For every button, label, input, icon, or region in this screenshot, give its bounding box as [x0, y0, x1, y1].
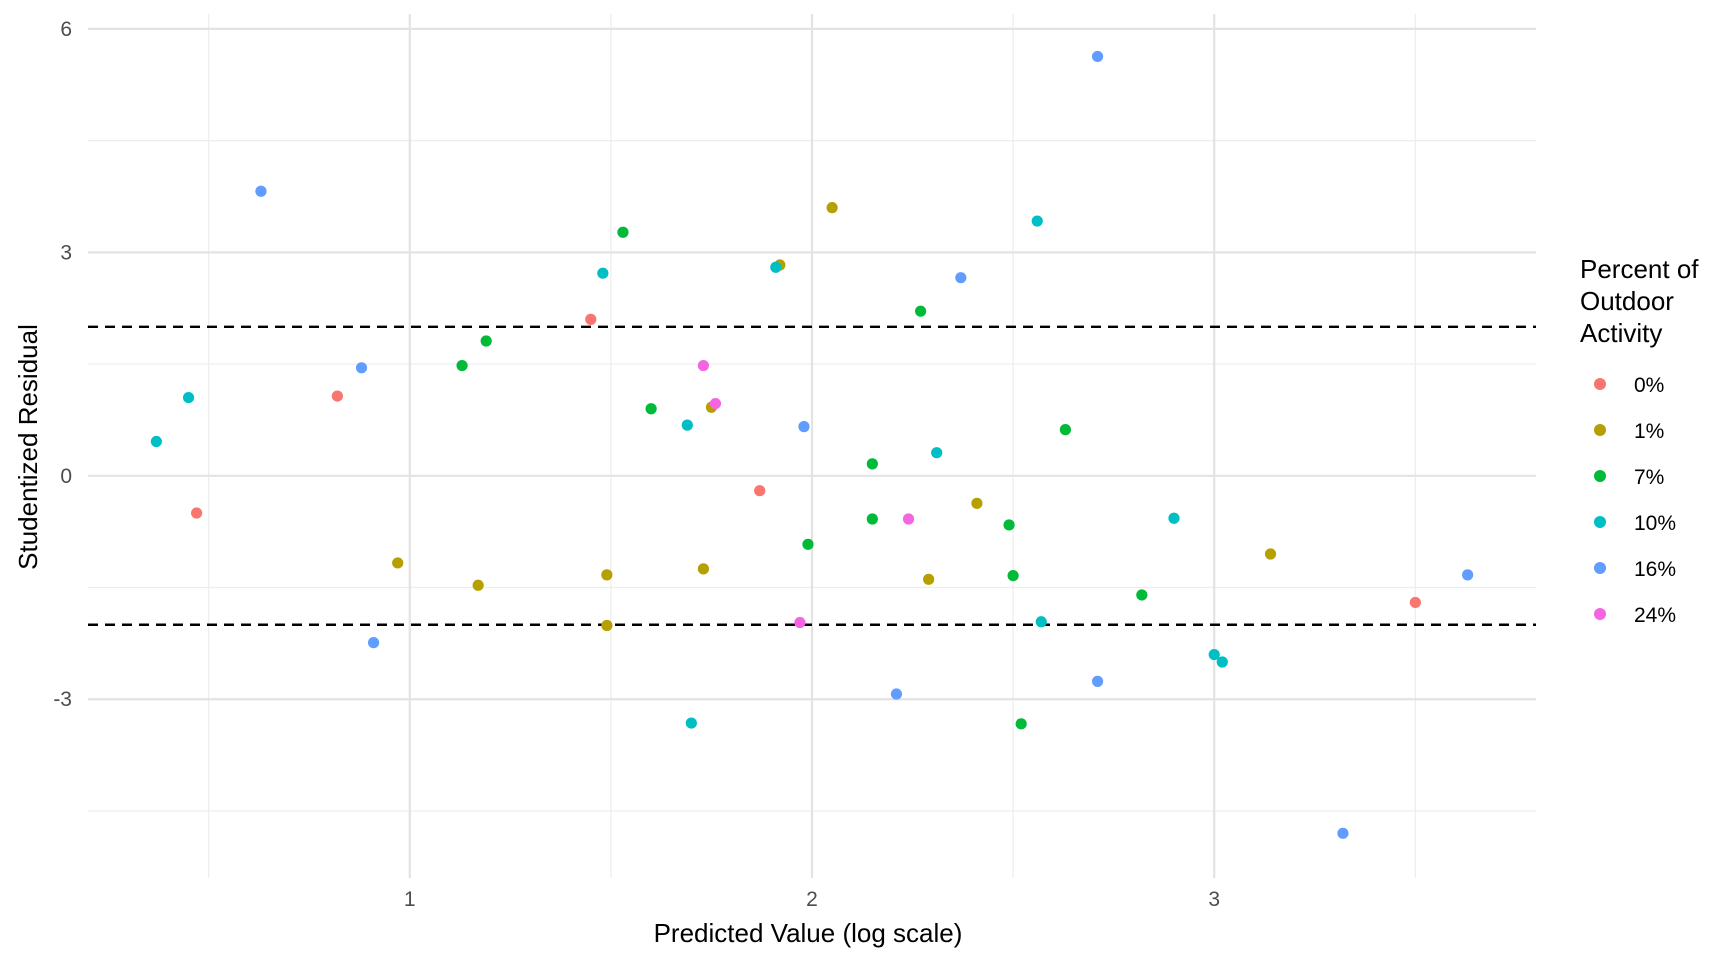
data-point	[681, 419, 693, 431]
data-point	[1091, 675, 1104, 687]
data-point	[472, 579, 484, 591]
legend-key	[1594, 608, 1606, 620]
legend-items: 0% 1% 7% 10% 16% 24%	[1594, 374, 1676, 627]
data-point	[585, 313, 597, 325]
data-point	[1264, 548, 1277, 560]
data-point	[601, 619, 613, 632]
legend-label: 24%	[1634, 604, 1676, 627]
x-tick-label: 1	[404, 888, 416, 911]
reference-lines	[88, 325, 1536, 626]
legend-label: 0%	[1634, 374, 1664, 397]
data-point	[798, 421, 810, 433]
y-axis-title: Studentized Residual	[13, 324, 43, 570]
grid-layer	[88, 14, 1536, 878]
data-point	[1035, 616, 1047, 628]
data-point	[1409, 596, 1421, 609]
data-point	[1216, 656, 1228, 668]
x-tick-label: 3	[1208, 888, 1220, 911]
data-point	[866, 513, 878, 525]
data-point	[367, 637, 380, 649]
tick-labels: 1 2 3 6 3 0 -3	[53, 18, 1220, 911]
data-point	[255, 185, 267, 197]
data-point	[971, 497, 983, 509]
data-point	[1337, 827, 1349, 839]
legend-key	[1594, 424, 1606, 436]
data-point	[709, 397, 722, 410]
y-tick-label: 3	[60, 241, 72, 264]
x-axis-title: Predicted Value (log scale)	[654, 918, 963, 948]
data-point	[392, 557, 404, 569]
legend-title-line: Percent of	[1580, 254, 1699, 284]
data-point	[1015, 718, 1027, 730]
data-point	[685, 717, 697, 729]
data-point	[480, 335, 492, 347]
data-point	[191, 507, 203, 519]
data-point	[182, 391, 195, 404]
data-point	[931, 447, 943, 459]
data-point	[331, 390, 343, 402]
data-point	[902, 513, 915, 525]
data-point	[150, 435, 162, 448]
data-point	[456, 359, 468, 372]
data-point	[597, 267, 609, 279]
data-point	[601, 569, 613, 581]
data-point	[355, 362, 368, 374]
data-point	[1003, 519, 1015, 531]
data-point	[1136, 589, 1148, 601]
data-point	[826, 202, 838, 214]
legend-label: 7%	[1634, 466, 1664, 489]
legend-key	[1594, 378, 1606, 390]
data-point	[1168, 512, 1180, 524]
data-point	[794, 616, 806, 629]
data-point	[1059, 424, 1071, 436]
data-point	[1091, 50, 1104, 63]
data-point	[697, 563, 710, 575]
data-point	[1007, 570, 1019, 582]
legend-key	[1594, 562, 1606, 574]
data-point	[802, 538, 814, 550]
data-point	[923, 573, 935, 585]
data-point	[1208, 648, 1220, 661]
data-point	[915, 305, 927, 317]
data-point	[1462, 569, 1474, 581]
legend-title-line: Activity	[1580, 318, 1662, 348]
data-point	[617, 226, 629, 238]
legend-title: Percent of Outdoor Activity	[1580, 254, 1706, 348]
data-point	[754, 485, 766, 497]
data-point	[890, 688, 903, 700]
data-point	[645, 403, 657, 415]
legend: Percent of Outdoor Activity 0% 1% 7% 10% 16%…	[1580, 254, 1706, 627]
legend-key	[1594, 516, 1606, 528]
legend-label: 1%	[1634, 420, 1664, 443]
data-point	[1031, 215, 1043, 227]
y-tick-label: -3	[53, 688, 72, 711]
x-tick-label: 2	[806, 888, 818, 911]
data-point	[955, 272, 967, 284]
data-point	[770, 261, 782, 273]
legend-label: 16%	[1634, 558, 1676, 581]
legend-key	[1594, 470, 1606, 482]
data-point	[697, 359, 710, 372]
data-point	[866, 458, 878, 470]
y-tick-label: 0	[60, 465, 72, 488]
y-tick-label: 6	[60, 18, 72, 41]
data-points	[150, 50, 1474, 839]
legend-label: 10%	[1634, 512, 1676, 535]
legend-title-line: Outdoor	[1580, 286, 1674, 316]
